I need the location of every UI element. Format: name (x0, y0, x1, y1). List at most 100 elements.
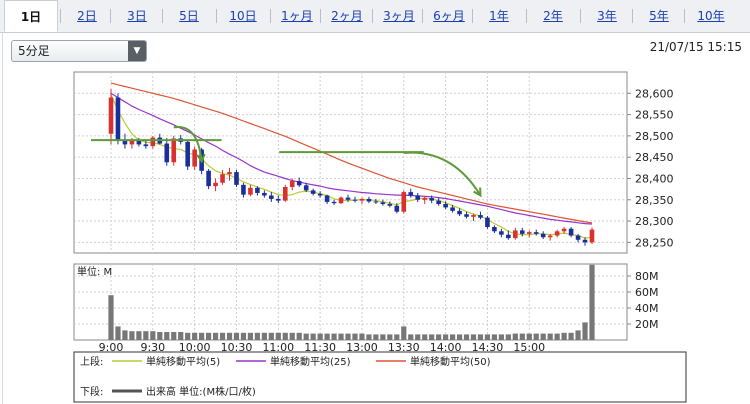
tab-5日[interactable]: 5日 (179, 9, 199, 23)
tab-separator (60, 9, 61, 23)
volume-bar (331, 333, 337, 340)
volume-bar (164, 332, 170, 340)
tab-5年[interactable]: 5年 (649, 9, 669, 23)
volume-bar (226, 332, 233, 340)
volume-bar (338, 333, 344, 340)
volume-bar (150, 331, 156, 340)
candle (185, 141, 190, 167)
price-panel-frame (73, 71, 628, 254)
y-tick-label: 28,550 (635, 109, 674, 122)
tab-separator (320, 9, 321, 23)
candle (373, 201, 379, 203)
legend-lower-label: 下段: (80, 385, 103, 398)
volume-tick-label: 80M (635, 270, 659, 283)
candle (422, 198, 427, 200)
sma5-line (110, 94, 593, 239)
volume-bar (526, 333, 532, 340)
volume-bar (401, 326, 407, 340)
volume-unit-label: 単位: M (77, 265, 112, 278)
candle (499, 231, 504, 235)
chevron-down-icon[interactable]: ▼ (128, 41, 146, 61)
candle (206, 170, 211, 187)
candle (108, 97, 114, 134)
volume-bar (589, 264, 595, 340)
tab-separator (372, 9, 373, 23)
tab-3年[interactable]: 3年 (597, 9, 617, 23)
candle (303, 185, 309, 191)
candle (443, 204, 448, 208)
candle (331, 201, 337, 204)
y-tick-label: 28,350 (635, 194, 674, 207)
tab-6ヶ月[interactable]: 6ヶ月 (433, 9, 465, 23)
volume-bar (422, 334, 428, 340)
candle (506, 234, 511, 239)
volume-bar (429, 334, 435, 340)
volume-tick-label: 20M (635, 318, 659, 331)
volume-bar (303, 333, 309, 340)
tab-2日[interactable]: 2日 (77, 9, 97, 23)
x-tick-label: 13:00 (346, 341, 378, 354)
candle (450, 207, 455, 211)
candle (457, 210, 462, 215)
arrowhead-icon (473, 187, 482, 198)
tab-separator (472, 9, 473, 23)
left-border (2, 32, 3, 404)
x-tick-label: 10:30 (221, 341, 253, 354)
tab-10日[interactable]: 10日 (229, 9, 257, 23)
volume-bar (185, 332, 191, 340)
interval-select[interactable]: 5分足 ▼ (11, 40, 147, 62)
tab-separator (422, 9, 423, 23)
legend-sma50-label: 単純移動平均(50) (410, 355, 491, 368)
tab-1日[interactable]: 1日 (4, 0, 58, 32)
volume-bar (456, 334, 463, 340)
tab-3ヶ月[interactable]: 3ヶ月 (383, 9, 415, 23)
volume-bar (192, 332, 198, 340)
x-tick-label: 14:30 (472, 341, 504, 354)
volume-bar (575, 330, 581, 340)
y-tick-label: 28,600 (635, 87, 674, 100)
volume-bar (219, 332, 226, 340)
volume-bar (143, 331, 149, 340)
candle (345, 197, 351, 200)
x-tick-label: 13:30 (388, 341, 420, 354)
volume-tick-label: 60M (635, 286, 659, 299)
volume-bar (477, 334, 484, 340)
volume-bar (136, 331, 142, 340)
tab-2ヶ月[interactable]: 2ヶ月 (331, 9, 363, 23)
volume-bar (449, 334, 456, 340)
interval-select-value: 5分足 (18, 44, 50, 58)
volume-bar (275, 332, 281, 340)
volume-bar (345, 333, 351, 340)
tab-separator (580, 9, 581, 23)
volume-bar (463, 334, 470, 340)
tab-3日[interactable]: 3日 (127, 9, 147, 23)
volume-bar (240, 332, 247, 340)
candle (408, 192, 414, 196)
legend-upper-label: 上段: (80, 355, 103, 368)
arrowhead-icon (196, 153, 206, 164)
tab-1ヶ月[interactable]: 1ヶ月 (281, 9, 313, 23)
candle (519, 230, 525, 234)
candle (478, 215, 483, 218)
candle (415, 195, 421, 200)
candle (143, 144, 149, 147)
candle (471, 215, 476, 217)
tab-10年[interactable]: 10年 (697, 9, 725, 23)
candle (296, 181, 302, 186)
candle (276, 198, 281, 201)
volume-bar (247, 332, 254, 340)
y-tick-label: 28,250 (635, 236, 674, 249)
tab-1年[interactable]: 1年 (489, 9, 509, 23)
candle (513, 230, 518, 239)
volume-bar (408, 334, 414, 340)
annotation-arrow (403, 151, 482, 197)
tab-2年[interactable]: 2年 (543, 9, 563, 23)
candle (262, 192, 267, 196)
candle (241, 184, 246, 195)
candle (561, 228, 567, 232)
volume-bar (484, 334, 491, 340)
annotation-arrow (173, 126, 203, 162)
volume-bar (366, 334, 372, 340)
volume-tick-label: 40M (635, 302, 659, 315)
